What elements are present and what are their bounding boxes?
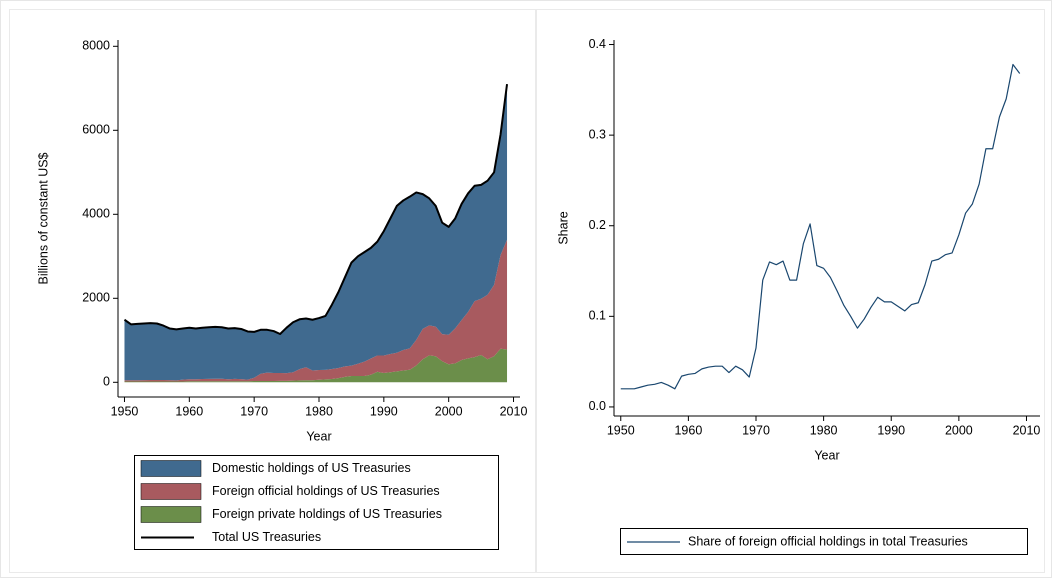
x-axis-title: Year	[814, 448, 839, 462]
x-tick-label: 2000	[945, 423, 973, 437]
legend-label: Domestic holdings of US Treasuries	[212, 461, 411, 475]
x-tick-label: 2010	[1013, 423, 1041, 437]
right-panel	[536, 9, 1045, 573]
y-axis-title: Share	[556, 211, 570, 244]
y-tick-label: 0.3	[589, 127, 606, 141]
area	[124, 348, 508, 383]
y-tick-label: 4000	[82, 207, 110, 221]
legend-label: Share of foreign official holdings in to…	[688, 534, 968, 548]
x-tick-label: 1960	[175, 404, 203, 418]
x-axis-title: Year	[306, 429, 331, 443]
legend-label: Foreign private holdings of US Treasurie…	[212, 507, 442, 521]
y-tick-label: 2000	[82, 291, 110, 305]
line	[620, 63, 1021, 390]
y-tick-label: 8000	[82, 39, 110, 53]
x-tick-label: 1990	[877, 423, 905, 437]
y-tick-label: 0.1	[589, 309, 606, 323]
x-tick-label: 1990	[370, 404, 398, 418]
legend-label: Foreign official holdings of US Treasuri…	[212, 484, 440, 498]
x-tick-label: 2010	[500, 404, 528, 418]
line	[123, 83, 509, 335]
legend-swatch	[140, 483, 202, 500]
y-tick-label: 0.0	[589, 399, 606, 413]
x-tick-label: 1980	[810, 423, 838, 437]
x-tick-label: 1950	[607, 423, 635, 437]
x-tick-label: 1980	[305, 404, 333, 418]
legend-swatch	[140, 460, 202, 477]
y-tick-label: 6000	[82, 123, 110, 137]
x-tick-label: 1970	[742, 423, 770, 437]
y-tick-label: 0.4	[589, 37, 606, 51]
area	[124, 84, 508, 381]
x-tick-label: 1960	[674, 423, 702, 437]
x-tick-label: 1950	[111, 404, 139, 418]
x-tick-label: 1970	[240, 404, 268, 418]
legend-label: Total US Treasuries	[212, 530, 321, 544]
y-tick-label: 0	[103, 375, 110, 389]
legend-box	[620, 528, 1028, 555]
y-tick-label: 0.2	[589, 218, 606, 232]
y-axis-title: Billions of constant US$	[36, 152, 50, 284]
legend-swatch	[140, 506, 202, 523]
x-tick-label: 2000	[435, 404, 463, 418]
